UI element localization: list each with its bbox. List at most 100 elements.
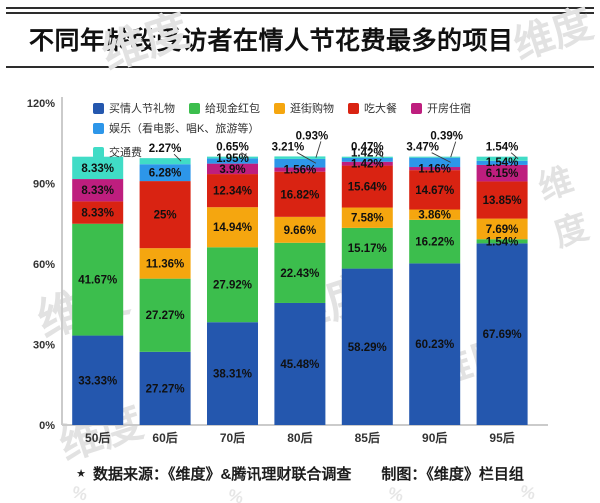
legend-label: 给现金红包 <box>205 103 260 115</box>
callout-value-label: 2.27% <box>149 143 182 155</box>
bar-segment <box>139 181 191 249</box>
legend-label: 娱乐（看电影、唱K、旅游等） <box>109 123 260 135</box>
segment-value-label: 33.33% <box>78 375 117 387</box>
legend-item: 娱乐（看电影、唱K、旅游等） <box>93 120 259 136</box>
data-source-text: 数据来源：《维度》&腾讯理财联合调查 <box>93 466 352 483</box>
bar-segment <box>139 278 191 352</box>
x-category-label: 60后 <box>152 430 177 445</box>
bar-segment <box>139 158 191 165</box>
bar-segment <box>207 163 258 175</box>
y-tick-label: 60% <box>33 259 55 271</box>
bar-segment <box>72 201 124 224</box>
credit-text: 制图：《维度》栏目组 <box>381 466 524 483</box>
segment-value-label: 1.42% <box>351 148 384 160</box>
callout-value-label: 0.65% <box>216 142 249 154</box>
bar-segment <box>409 156 461 158</box>
segment-value-label: 1.54% <box>486 236 519 248</box>
segment-value-label: 1.56% <box>284 165 317 177</box>
segment-value-label: 58.29% <box>348 342 387 354</box>
legend-label: 开房住宿 <box>427 103 471 115</box>
segment-value-label: 1.16% <box>418 164 451 176</box>
segment-value-label: 11.36% <box>146 258 184 270</box>
bar-segment <box>72 223 124 336</box>
legend-item: 逛街购物 <box>274 100 334 116</box>
segment-value-label: 1.42% <box>351 159 384 171</box>
legend-item: 买情人节礼物 <box>93 100 175 116</box>
bar-segment <box>207 156 258 159</box>
bar-segment <box>72 156 124 180</box>
bar-segment <box>207 207 258 248</box>
bar-segment <box>476 218 528 240</box>
bar-segment <box>341 157 393 162</box>
segment-value-label: 67.69% <box>483 329 522 341</box>
y-tick-label: 90% <box>33 179 55 191</box>
segment-value-label: 25% <box>154 210 177 222</box>
callout-line <box>376 152 384 158</box>
segment-value-label: 8.33% <box>81 208 114 220</box>
legend-label: 交通费 <box>109 147 142 159</box>
segment-value-label: 45.48% <box>280 359 319 371</box>
legend-swatch-icon <box>93 122 104 134</box>
x-category-label: 90后 <box>422 430 447 445</box>
legend-item: 给现金红包 <box>189 100 260 116</box>
bar-segment <box>341 161 393 166</box>
segment-value-label: 1.54% <box>486 157 519 169</box>
legend-swatch-icon <box>274 102 285 114</box>
segment-value-label: 22.43% <box>280 268 319 280</box>
callout-line <box>431 152 451 163</box>
segment-value-label: 14.67% <box>415 185 454 197</box>
x-category-label: 70后 <box>220 430 245 445</box>
y-tick-label: 120% <box>27 98 55 110</box>
bar-segment <box>274 156 326 159</box>
bar-segment <box>409 209 461 220</box>
legend-swatch-icon <box>93 102 104 114</box>
bar-segment <box>409 170 461 210</box>
segment-value-label: 16.22% <box>415 237 454 249</box>
callout-line <box>510 152 519 160</box>
segment-value-label: 7.69% <box>486 224 519 236</box>
legend-swatch-icon <box>189 102 200 114</box>
bar-segment <box>207 158 258 164</box>
callout-value-label: 3.21% <box>272 141 305 153</box>
bar-segment <box>274 158 326 168</box>
bar-segment <box>476 160 528 165</box>
top-double-rule <box>6 7 594 14</box>
bar-segment <box>476 156 528 161</box>
bar-segment <box>341 165 393 208</box>
segment-value-label: 9.66% <box>284 225 317 237</box>
callout-value-label: 3.47% <box>406 142 439 154</box>
callout-line <box>296 152 317 164</box>
title-underline <box>6 66 594 68</box>
segment-value-label: 15.64% <box>348 182 387 194</box>
segment-value-label: 12.34% <box>213 186 252 198</box>
legend-swatch-icon <box>411 102 422 114</box>
segment-value-label: 8.33% <box>81 185 114 197</box>
segment-value-label: 7.58% <box>351 213 384 225</box>
callout-line <box>173 153 182 162</box>
callout-value-label: 0.47% <box>351 142 384 154</box>
bar-segment <box>341 207 393 228</box>
callout-line <box>450 141 457 158</box>
segment-value-label: 60.23% <box>415 339 454 351</box>
callout-value-label: 0.93% <box>296 130 329 142</box>
footer: ★ 数据来源：《维度》&腾讯理财联合调查 制图：《维度》栏目组 <box>0 463 600 484</box>
segment-value-label: 1.95% <box>216 153 249 165</box>
bar-segment <box>476 164 528 182</box>
legend-label: 吃大餐 <box>364 103 397 115</box>
x-category-label: 85后 <box>355 430 380 445</box>
bar-segment <box>139 248 191 279</box>
chart-legend: 买情人节礼物 给现金红包 逛街购物 吃大餐 开房住宿娱乐（看电影、唱K、旅游等） 交通费 <box>93 100 578 160</box>
legend-label: 逛街购物 <box>290 103 334 115</box>
legend-swatch-icon <box>93 146 104 158</box>
page-title: 不同年龄段受访者在情人节花费最多的项目 <box>29 27 514 55</box>
bar-segment <box>409 219 461 264</box>
x-category-label: 80后 <box>287 430 312 445</box>
bar-segment <box>207 247 258 323</box>
y-tick-label: 30% <box>33 340 55 352</box>
bar-segment <box>476 181 528 219</box>
segment-value-label: 6.28% <box>149 168 182 180</box>
segment-value-label: 14.94% <box>213 222 252 234</box>
segment-value-label: 27.27% <box>146 310 185 322</box>
